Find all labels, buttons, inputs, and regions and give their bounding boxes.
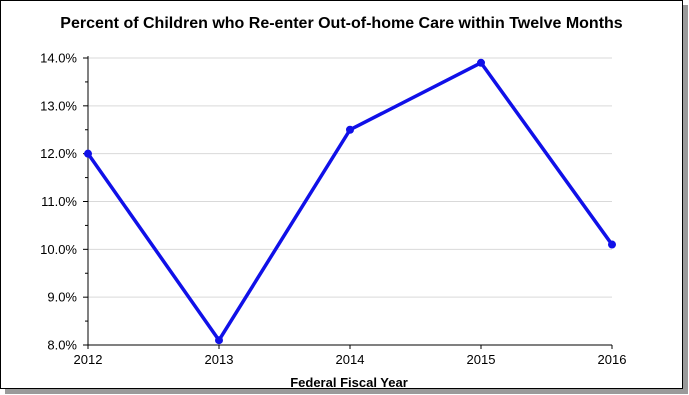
series [84, 58, 616, 345]
y-tick-label: 10.0% [40, 242, 77, 257]
tick-labels: 8.0% 9.0% 10.0% 11.0% 12.0% 13.0% 14.0% 2012 201… [40, 51, 626, 368]
x-tick-label: 2014 [336, 352, 365, 367]
data-point [477, 58, 485, 67]
x-tick-label: 2015 [467, 352, 496, 367]
y-tick-label: 12.0% [40, 146, 77, 161]
chart-frame: Percent of Children who Re-enter Out-of-… [0, 0, 683, 389]
axes [83, 56, 613, 349]
x-tick-label: 2012 [74, 352, 103, 367]
x-tick-label: 2013 [205, 352, 234, 367]
y-tick-label: 8.0% [47, 338, 77, 353]
data-point [84, 149, 92, 158]
y-tick-label: 9.0% [47, 290, 77, 305]
chart-title: Percent of Children who Re-enter Out-of-… [60, 15, 623, 32]
y-tick-label: 13.0% [40, 98, 77, 113]
data-point [346, 125, 354, 134]
y-tick-label: 11.0% [41, 194, 77, 209]
data-point [215, 336, 223, 345]
gridlines [88, 57, 612, 298]
data-point [608, 240, 616, 249]
x-axis-title: Federal Fiscal Year [290, 375, 408, 390]
x-tick-label: 2016 [598, 352, 627, 367]
y-tick-label: 14.0% [40, 51, 77, 66]
